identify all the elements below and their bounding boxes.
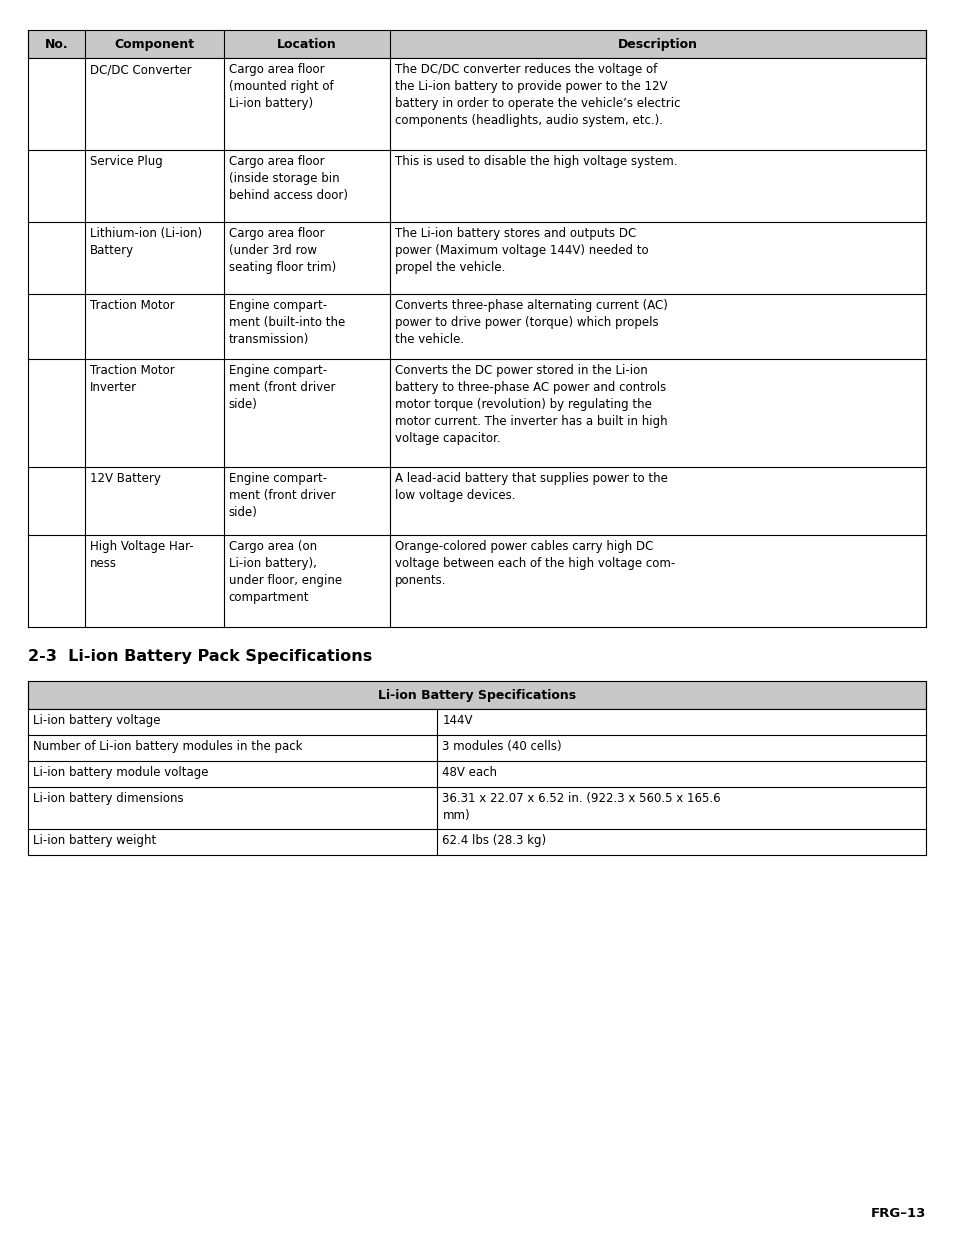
Text: 48V each: 48V each <box>442 766 497 779</box>
Text: 2-3  Li-ion Battery Pack Specifications: 2-3 Li-ion Battery Pack Specifications <box>28 650 372 664</box>
Text: Cargo area (on
Li-ion battery),
under floor, engine
compartment: Cargo area (on Li-ion battery), under fl… <box>229 540 341 604</box>
Bar <box>28 787 925 829</box>
Text: Cargo area floor
(under 3rd row
seating floor trim): Cargo area floor (under 3rd row seating … <box>229 227 335 274</box>
Text: Li-ion battery voltage: Li-ion battery voltage <box>33 714 160 727</box>
Bar <box>28 735 925 761</box>
Text: Orange-colored power cables carry high DC
voltage between each of the high volta: Orange-colored power cables carry high D… <box>395 540 675 587</box>
Text: FRG–13: FRG–13 <box>870 1207 925 1220</box>
Text: 36.31 x 22.07 x 6.52 in. (922.3 x 560.5 x 165.6
mm): 36.31 x 22.07 x 6.52 in. (922.3 x 560.5 … <box>442 792 720 823</box>
Text: Li-ion battery weight: Li-ion battery weight <box>33 834 156 847</box>
Bar <box>28 761 925 787</box>
Text: Cargo area floor
(inside storage bin
behind access door): Cargo area floor (inside storage bin beh… <box>229 156 348 203</box>
Bar <box>28 829 925 855</box>
Text: Lithium-ion (Li-ion)
Battery: Lithium-ion (Li-ion) Battery <box>90 227 201 257</box>
Bar <box>28 680 925 709</box>
Text: Service Plug: Service Plug <box>90 156 162 168</box>
Text: Description: Description <box>618 37 698 51</box>
Bar <box>28 149 925 222</box>
Text: Li-ion Battery Specifications: Li-ion Battery Specifications <box>377 688 576 701</box>
Text: 3 modules (40 cells): 3 modules (40 cells) <box>442 740 561 753</box>
Text: A lead-acid battery that supplies power to the
low voltage devices.: A lead-acid battery that supplies power … <box>395 472 667 501</box>
Text: This is used to disable the high voltage system.: This is used to disable the high voltage… <box>395 156 677 168</box>
Text: The Li-ion battery stores and outputs DC
power (Maximum voltage 144V) needed to
: The Li-ion battery stores and outputs DC… <box>395 227 648 274</box>
Text: Li-ion battery module voltage: Li-ion battery module voltage <box>33 766 209 779</box>
Bar <box>28 535 925 627</box>
Text: Engine compart-
ment (front driver
side): Engine compart- ment (front driver side) <box>229 472 335 519</box>
Text: Engine compart-
ment (built-into the
transmission): Engine compart- ment (built-into the tra… <box>229 299 345 346</box>
Bar <box>28 467 925 535</box>
Text: High Voltage Har-
ness: High Voltage Har- ness <box>90 540 193 571</box>
Text: Converts the DC power stored in the Li-ion
battery to three-phase AC power and c: Converts the DC power stored in the Li-i… <box>395 364 667 445</box>
Text: Component: Component <box>114 37 194 51</box>
Text: Traction Motor: Traction Motor <box>90 299 174 312</box>
Text: Location: Location <box>276 37 336 51</box>
Bar <box>28 294 925 359</box>
Text: Engine compart-
ment (front driver
side): Engine compart- ment (front driver side) <box>229 364 335 411</box>
Text: The DC/DC converter reduces the voltage of
the Li-ion battery to provide power t: The DC/DC converter reduces the voltage … <box>395 63 679 127</box>
Text: 12V Battery: 12V Battery <box>90 472 160 485</box>
Text: Li-ion battery dimensions: Li-ion battery dimensions <box>33 792 183 805</box>
Bar <box>28 58 925 149</box>
Bar <box>28 30 925 58</box>
Bar <box>28 222 925 294</box>
Text: 62.4 lbs (28.3 kg): 62.4 lbs (28.3 kg) <box>442 834 546 847</box>
Text: Converts three-phase alternating current (AC)
power to drive power (torque) whic: Converts three-phase alternating current… <box>395 299 667 346</box>
Text: No.: No. <box>45 37 68 51</box>
Text: DC/DC Converter: DC/DC Converter <box>90 63 191 77</box>
Bar <box>28 709 925 735</box>
Text: Cargo area floor
(mounted right of
Li-ion battery): Cargo area floor (mounted right of Li-io… <box>229 63 333 110</box>
Text: Number of Li-ion battery modules in the pack: Number of Li-ion battery modules in the … <box>33 740 302 753</box>
Bar <box>28 359 925 467</box>
Text: Traction Motor
Inverter: Traction Motor Inverter <box>90 364 174 394</box>
Text: 144V: 144V <box>442 714 473 727</box>
